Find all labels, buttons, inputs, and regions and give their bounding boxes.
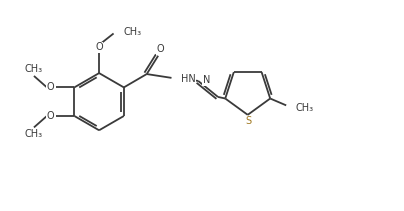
Text: CH₃: CH₃ (24, 129, 42, 139)
Text: O: O (95, 42, 103, 52)
Text: O: O (46, 82, 54, 92)
Text: S: S (246, 116, 252, 126)
Text: CH₃: CH₃ (124, 27, 142, 37)
Text: CH₃: CH₃ (295, 103, 314, 113)
Text: O: O (156, 44, 164, 54)
Text: N: N (203, 75, 210, 85)
Text: O: O (46, 111, 54, 121)
Text: CH₃: CH₃ (24, 64, 42, 74)
Text: HN: HN (181, 74, 196, 84)
